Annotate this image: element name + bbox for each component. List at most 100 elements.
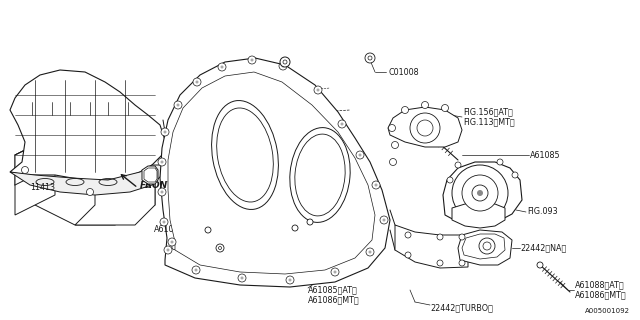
Circle shape (338, 120, 346, 128)
Circle shape (145, 169, 152, 175)
Circle shape (368, 56, 372, 60)
Circle shape (289, 278, 291, 282)
Circle shape (483, 242, 491, 250)
Circle shape (216, 244, 224, 252)
Circle shape (164, 246, 172, 254)
Polygon shape (462, 234, 505, 259)
Circle shape (168, 238, 176, 246)
Circle shape (158, 158, 166, 166)
Circle shape (417, 120, 433, 136)
Polygon shape (388, 107, 462, 147)
Circle shape (317, 89, 319, 92)
Circle shape (340, 123, 344, 125)
Circle shape (358, 154, 362, 156)
Text: 22442〈NA〉: 22442〈NA〉 (520, 244, 566, 252)
Circle shape (333, 270, 337, 274)
Circle shape (161, 128, 169, 136)
Circle shape (314, 86, 322, 94)
Circle shape (477, 190, 483, 196)
Ellipse shape (290, 128, 350, 222)
Polygon shape (458, 230, 512, 265)
Text: FRONT: FRONT (140, 181, 174, 190)
Polygon shape (144, 168, 157, 182)
Circle shape (248, 56, 256, 64)
Polygon shape (15, 135, 155, 225)
Circle shape (401, 107, 408, 114)
Text: 11413: 11413 (30, 182, 55, 191)
Circle shape (218, 246, 221, 250)
Polygon shape (160, 58, 390, 287)
Polygon shape (452, 203, 505, 228)
Circle shape (163, 220, 166, 223)
Text: A61085: A61085 (154, 226, 185, 235)
Circle shape (160, 218, 168, 226)
Circle shape (238, 274, 246, 282)
Circle shape (452, 165, 508, 221)
Text: FIG.113〈MT〉: FIG.113〈MT〉 (463, 117, 515, 126)
Circle shape (388, 124, 396, 132)
Circle shape (427, 132, 433, 138)
Circle shape (177, 103, 179, 107)
Circle shape (356, 151, 364, 159)
Polygon shape (395, 225, 468, 268)
Circle shape (365, 53, 375, 63)
Circle shape (283, 60, 287, 64)
Circle shape (158, 188, 166, 196)
Text: A61088〈AT〉: A61088〈AT〉 (575, 281, 625, 290)
Ellipse shape (295, 134, 345, 216)
Circle shape (372, 181, 380, 189)
Circle shape (459, 260, 465, 266)
Circle shape (459, 234, 465, 240)
Circle shape (195, 81, 198, 84)
Text: C01008: C01008 (170, 244, 200, 252)
Circle shape (383, 219, 385, 221)
Circle shape (86, 188, 93, 196)
Circle shape (166, 249, 170, 252)
Circle shape (392, 141, 399, 148)
Text: FIG.093: FIG.093 (527, 207, 557, 217)
Circle shape (282, 65, 285, 68)
Circle shape (447, 177, 453, 183)
Polygon shape (15, 135, 55, 215)
Circle shape (161, 161, 163, 164)
Polygon shape (443, 162, 522, 225)
Circle shape (462, 175, 498, 211)
Text: A61086〈MT〉: A61086〈MT〉 (308, 295, 360, 305)
Text: C01008: C01008 (388, 68, 419, 76)
Circle shape (174, 101, 182, 109)
Polygon shape (10, 70, 165, 180)
Polygon shape (168, 72, 375, 274)
Circle shape (221, 66, 223, 68)
Circle shape (250, 59, 253, 61)
Polygon shape (75, 155, 155, 225)
Circle shape (472, 185, 488, 201)
Circle shape (170, 241, 173, 244)
Circle shape (22, 166, 29, 173)
Circle shape (442, 105, 449, 111)
Circle shape (479, 238, 495, 254)
Circle shape (193, 78, 201, 86)
Circle shape (279, 62, 287, 70)
Circle shape (455, 162, 461, 168)
Circle shape (497, 159, 503, 165)
Circle shape (422, 101, 429, 108)
Circle shape (241, 276, 243, 279)
Circle shape (292, 225, 298, 231)
Text: 22442〈TURBO〉: 22442〈TURBO〉 (430, 303, 493, 313)
Circle shape (410, 113, 440, 143)
Circle shape (331, 268, 339, 276)
Text: A005001092: A005001092 (585, 308, 630, 314)
Circle shape (380, 216, 388, 224)
Polygon shape (142, 166, 158, 184)
Circle shape (161, 190, 163, 194)
Circle shape (369, 251, 371, 253)
Circle shape (218, 63, 226, 71)
Circle shape (205, 227, 211, 233)
Circle shape (192, 266, 200, 274)
Circle shape (307, 219, 313, 225)
Text: A61086〈MT〉: A61086〈MT〉 (575, 291, 627, 300)
Ellipse shape (217, 108, 273, 202)
Circle shape (286, 276, 294, 284)
Text: A61085〈AT〉: A61085〈AT〉 (308, 285, 358, 294)
Circle shape (437, 234, 443, 240)
